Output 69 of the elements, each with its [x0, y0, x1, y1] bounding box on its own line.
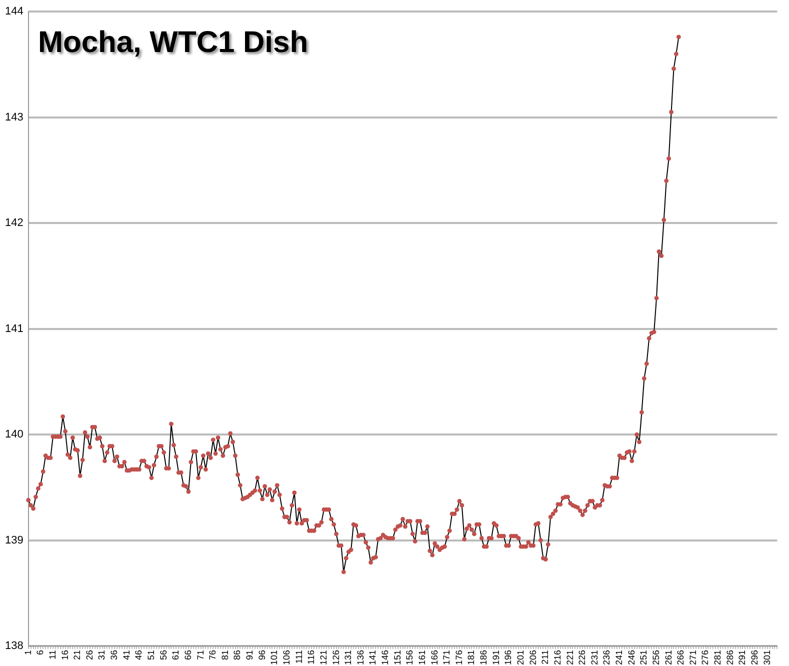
x-tick-label: 281 — [712, 650, 723, 666]
x-tick-label: 276 — [700, 650, 710, 666]
x-tick-label: 176 — [454, 650, 464, 666]
x-tick-label: 301 — [762, 650, 772, 666]
x-tick-label: 36 — [109, 650, 120, 660]
x-tick-label: 136 — [355, 650, 366, 666]
x-tick-label: 151 — [392, 650, 402, 666]
x-tick-label: 241 — [614, 650, 624, 666]
y-tick-label: 143 — [4, 111, 24, 124]
text: Mocha, WTC1 Dish — [38, 26, 308, 60]
y-tick-label: 138 — [4, 640, 24, 652]
x-tick-label: 101 — [269, 650, 280, 666]
x-tick-label: 226 — [577, 650, 588, 666]
y-tick-label: 141 — [4, 322, 24, 335]
x-tick-label: 121 — [318, 650, 328, 666]
x-tick-label: 191 — [490, 650, 501, 666]
x-tick-label: 6 — [35, 650, 46, 655]
x-tick-label: 171 — [442, 650, 452, 666]
x-tick-label: 131 — [343, 650, 354, 666]
y-tick-label: 139 — [4, 534, 24, 546]
y-tick-label: 140 — [4, 428, 24, 441]
x-tick-label: 271 — [688, 650, 698, 666]
x-tick-label: 51 — [146, 650, 156, 660]
x-tick-label: 166 — [429, 650, 440, 666]
x-tick-label: 206 — [528, 650, 538, 666]
x-tick-label: 146 — [380, 650, 390, 666]
x-tick-label: 91 — [244, 650, 255, 660]
x-tick-label: 201 — [516, 650, 526, 666]
x-tick-label: 26 — [84, 650, 94, 660]
x-tick-label: 296 — [750, 650, 760, 666]
x-tick-label: 156 — [404, 650, 415, 666]
x-tick-label: 256 — [650, 650, 661, 666]
x-tick-label: 266 — [676, 650, 686, 666]
x-tick-label: 71 — [195, 650, 206, 660]
x-tick-label: 181 — [466, 650, 476, 666]
x-tick-label: 56 — [158, 650, 168, 660]
x-tick-label: 16 — [60, 650, 70, 660]
x-tick-label: 46 — [134, 650, 144, 660]
x-tick-label: 126 — [330, 650, 341, 666]
x-tick-label: 236 — [602, 650, 612, 666]
x-tick-label: 261 — [663, 650, 674, 666]
x-tick-label: 216 — [552, 650, 562, 666]
x-tick-label: 111 — [294, 650, 304, 664]
x-tick-label: 291 — [737, 650, 748, 666]
x-tick-label: 96 — [256, 650, 267, 660]
x-tick-label: 81 — [220, 650, 230, 660]
x-tick-label: 66 — [182, 650, 193, 660]
y-tick-label: 142 — [4, 217, 24, 230]
x-tick-label: 76 — [208, 650, 218, 660]
x-tick-label: 286 — [724, 650, 735, 666]
x-tick-label: 246 — [626, 650, 636, 666]
x-tick-label: 86 — [232, 650, 242, 660]
x-tick-label: 196 — [503, 650, 514, 666]
x-tick-label: 21 — [72, 650, 82, 660]
x-tick-label: 31 — [96, 650, 107, 660]
x-tick-label: 251 — [638, 650, 649, 666]
x-tick-label: 141 — [368, 650, 378, 666]
x-tick-label: 1 — [22, 650, 33, 655]
x-tick-label: 161 — [416, 650, 427, 666]
x-tick-label: 211 — [540, 650, 550, 664]
x-tick-label: 116 — [306, 650, 316, 664]
x-tick-label: 61 — [170, 650, 181, 660]
x-tick-label: 106 — [281, 650, 292, 666]
x-tick-label: 186 — [478, 650, 489, 666]
x-tick-label: 221 — [564, 650, 575, 666]
x-tick-label: 231 — [589, 650, 600, 666]
x-tick-label: 41 — [121, 650, 132, 660]
y-tick-label: 144 — [4, 6, 24, 18]
x-tick-label: 11 — [47, 650, 58, 660]
